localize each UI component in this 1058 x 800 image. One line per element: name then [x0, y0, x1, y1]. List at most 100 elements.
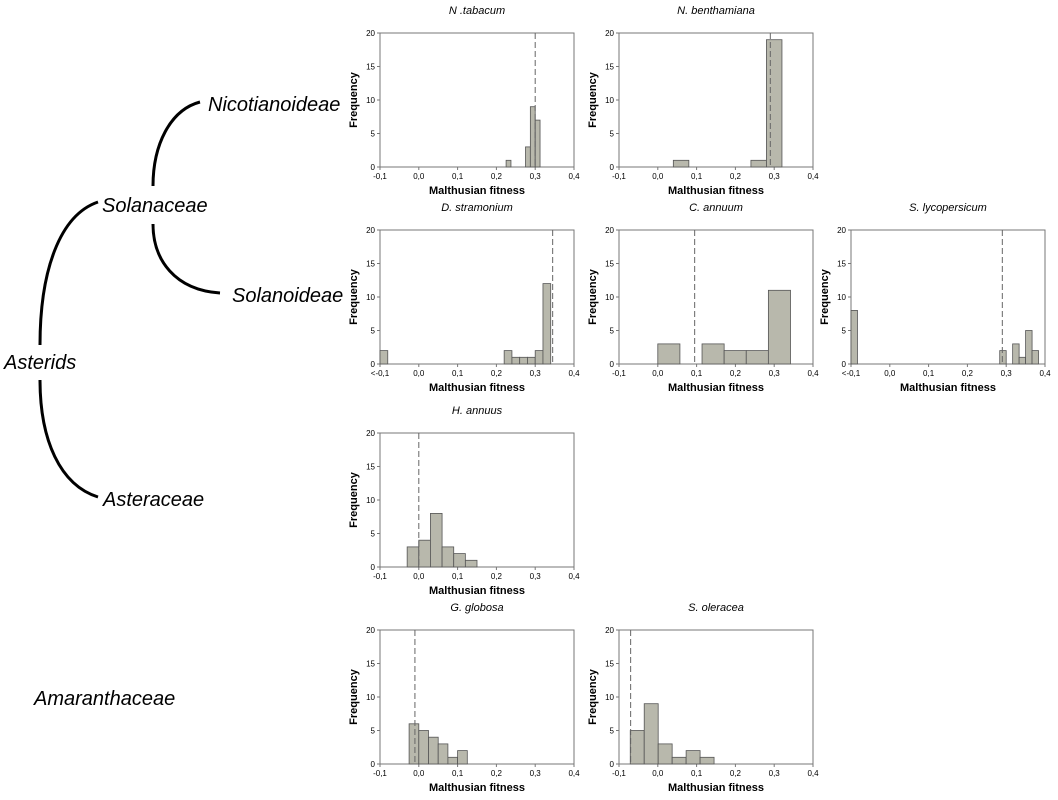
x-axis-label: Malthusian fitness [668, 185, 764, 197]
branch-solanoideae [151, 223, 221, 295]
x-tick-label: -0,1 [612, 172, 626, 181]
y-axis-label: Frequency [587, 668, 599, 725]
x-tick-label: 0,4 [807, 769, 819, 778]
histogram-bar [850, 310, 858, 365]
histogram-bar [672, 159, 690, 168]
histogram-bar [527, 356, 536, 365]
histogram-bar [542, 283, 552, 365]
x-tick-label: 0,2 [730, 769, 742, 778]
y-tick-label: 20 [605, 626, 614, 635]
branch-asteraceae [38, 379, 99, 499]
y-tick-label: 0 [371, 163, 376, 172]
y-tick-label: 0 [842, 360, 847, 369]
x-tick-label: -0,1 [373, 572, 387, 581]
chart-svg: N. benthamiana 0 5 10 15 20 -0,1 0,0 0,1 0,2 0,3 0,… [587, 5, 819, 197]
y-tick-label: 15 [366, 463, 375, 472]
y-axis-label: Frequency [348, 471, 360, 528]
y-tick-label: 10 [366, 693, 375, 702]
plot-frame [379, 32, 575, 168]
histogram-bar [464, 559, 478, 568]
x-tick-label: 0,3 [530, 172, 542, 181]
x-tick-label: 0,3 [769, 369, 781, 378]
x-tick-label: 0,4 [807, 172, 819, 181]
y-tick-label: 0 [371, 563, 376, 572]
x-tick-label: <-0,1 [842, 369, 861, 378]
histogram-bar [408, 723, 420, 765]
x-tick-label: 0,3 [530, 369, 542, 378]
x-tick-label: 0,4 [807, 369, 819, 378]
x-axis-label: Malthusian fitness [900, 382, 996, 394]
x-tick-label: 0,4 [568, 172, 580, 181]
chart-title: H. annuus [452, 405, 503, 417]
taxon-asterids: Asterids [4, 352, 77, 374]
y-tick-label: 20 [605, 226, 614, 235]
x-tick-label: 0,0 [652, 172, 664, 181]
y-tick-label: 20 [366, 29, 375, 38]
histogram-n-tabacum: N .tabacum 0 5 10 15 20 -0,1 0,0 0,1 0,2 0,3 0,4 Fre… [344, 2, 584, 197]
y-tick-label: 5 [610, 727, 615, 736]
y-tick-label: 15 [605, 63, 614, 72]
y-tick-label: 5 [371, 327, 376, 336]
histogram-bar [1018, 356, 1027, 365]
y-axis-label: Frequency [819, 268, 831, 325]
histogram-bar [437, 743, 449, 765]
x-tick-label: 0,0 [884, 369, 896, 378]
x-tick-label: 0,1 [691, 172, 703, 181]
plot-frame [618, 32, 814, 168]
histogram-s-lycopersicum: S. lycopersicum 0 5 10 15 20 <-0,1 0,0 0,1 0,2 0,3… [815, 199, 1055, 394]
y-tick-label: 15 [605, 260, 614, 269]
x-tick-label: 0,1 [923, 369, 935, 378]
x-tick-label: 0,1 [452, 369, 464, 378]
y-tick-label: 5 [610, 327, 615, 336]
y-tick-label: 20 [605, 29, 614, 38]
x-tick-label: 0,1 [452, 172, 464, 181]
y-axis-label: Frequency [587, 268, 599, 325]
y-tick-label: 20 [366, 429, 375, 438]
y-tick-label: 10 [605, 96, 614, 105]
histogram-bar [441, 546, 455, 568]
y-tick-label: 5 [371, 727, 376, 736]
y-tick-label: 5 [371, 530, 376, 539]
histogram-n-benthamiana: N. benthamiana 0 5 10 15 20 -0,1 0,0 0,1 0,2 0,3 0,… [583, 2, 823, 197]
histogram-bar [643, 703, 659, 765]
histogram-bar [511, 356, 521, 365]
y-tick-label: 20 [837, 226, 846, 235]
y-tick-label: 0 [610, 760, 615, 769]
y-tick-label: 15 [366, 260, 375, 269]
histogram-bar [685, 750, 701, 765]
x-tick-label: 0,2 [962, 369, 974, 378]
histogram-bar [671, 756, 687, 765]
histogram-bar [767, 289, 791, 365]
histogram-bar [750, 159, 767, 168]
y-tick-label: 5 [610, 130, 615, 139]
histogram-bar [701, 343, 725, 365]
branch-nicotianoideae [151, 100, 201, 187]
x-axis-label: Malthusian fitness [429, 585, 525, 597]
x-tick-label: 0,4 [568, 769, 580, 778]
branch-solanaceae [38, 200, 99, 346]
taxon-solanaceae: Solanaceae [102, 195, 208, 217]
y-tick-label: 0 [610, 360, 615, 369]
chart-title: N .tabacum [449, 5, 505, 17]
y-tick-label: 10 [366, 293, 375, 302]
x-axis-label: Malthusian fitness [429, 782, 525, 794]
chart-title: N. benthamiana [677, 5, 755, 17]
x-tick-label: 0,0 [413, 769, 425, 778]
x-tick-label: 0,0 [652, 369, 664, 378]
x-tick-label: 0,2 [730, 172, 742, 181]
x-tick-label: 0,2 [491, 369, 503, 378]
histogram-bar [519, 356, 528, 365]
y-axis-label: Frequency [587, 71, 599, 128]
histogram-d-stramonium: D. stramonium 0 5 10 15 20 <-0,1 0,0 0,1 0,2 0,3 0,… [344, 199, 584, 394]
histogram-bar [534, 350, 544, 365]
x-tick-label: 0,2 [491, 572, 503, 581]
x-tick-label: 0,3 [530, 572, 542, 581]
x-tick-label: 0,3 [769, 172, 781, 181]
histogram-h-annuus: H. annuus 0 5 10 15 20 -0,1 0,0 0,1 0,2 0,3 0,4 Freq… [344, 402, 584, 597]
y-tick-label: 10 [366, 496, 375, 505]
taxon-solanoideae: Solanoideae [232, 285, 344, 307]
taxon-nicotianoideae: Nicotianoideae [208, 94, 341, 116]
x-tick-label: -0,1 [612, 769, 626, 778]
histogram-bar [503, 350, 513, 365]
